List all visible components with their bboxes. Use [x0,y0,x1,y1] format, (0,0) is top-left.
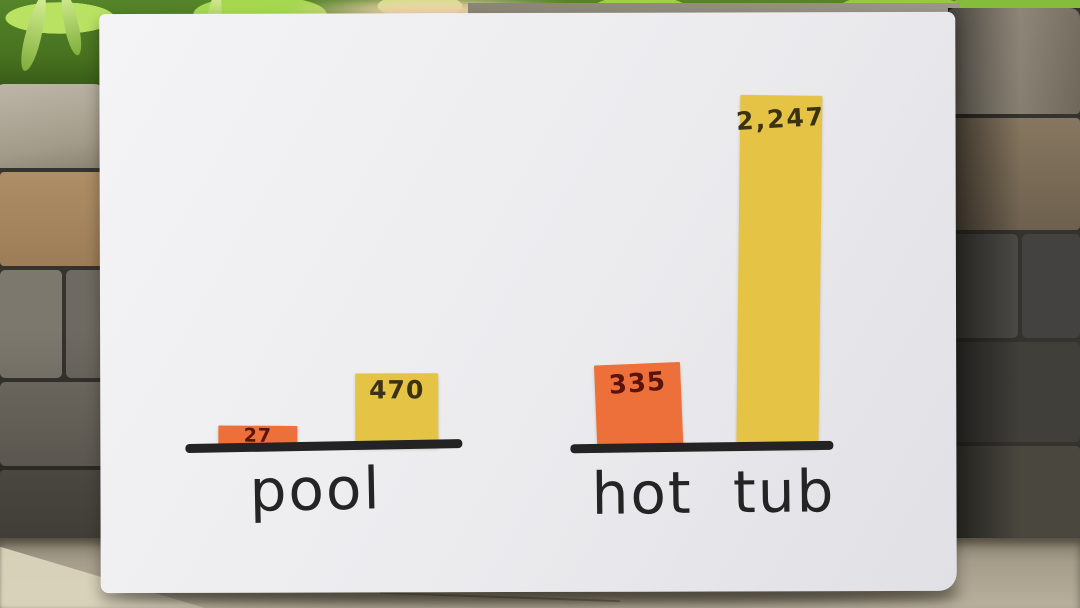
stone-wall-left [0,84,112,558]
stone-block [0,270,62,378]
bar-value-label: 335 [608,366,668,401]
category-label-hottub: hot tub [591,457,836,528]
bar-pool-yellow: 470 [355,373,439,448]
category-label-pool: pool [248,454,383,525]
stone-block [0,172,106,266]
stone-block [0,84,110,168]
bar-hottub-orange: 335 [593,362,684,450]
bar-value-label: 2,247 [735,101,827,136]
bar-hottub-yellow: 2,247 [736,94,826,448]
bar-value-label: 470 [369,375,425,405]
stone-wall-right [948,8,1080,542]
stone-block [0,382,110,466]
wall-shadow-overlay [948,8,1080,542]
wall-shadow-overlay [0,84,112,558]
poster-board: 27 470 pool 335 2,247 hot tub [99,11,957,594]
